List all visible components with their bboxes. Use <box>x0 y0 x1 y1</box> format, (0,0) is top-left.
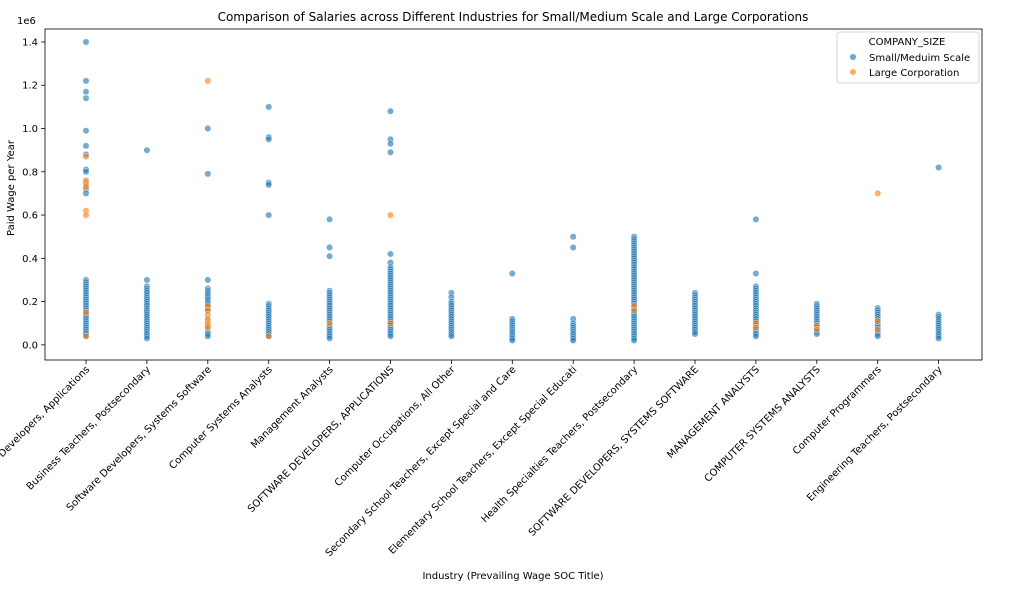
point-series-1-5 <box>82 211 90 219</box>
x-tick-label-3: Computer Systems Analysts <box>167 364 274 471</box>
point-series-0-88 <box>265 135 273 143</box>
point-series-0-5 <box>82 142 90 150</box>
point-series-0-1 <box>82 77 90 85</box>
point-series-0-339 <box>935 164 942 171</box>
x-tick-label-6: Computer Occupations, All Other <box>333 364 458 489</box>
y-offset-label: 1e6 <box>17 16 36 27</box>
x-tick-label-14: Engineering Teachers, Postsecondary <box>805 364 945 504</box>
x-axis: Software Developers, ApplicationsBusines… <box>0 360 945 559</box>
point-series-1-24 <box>752 324 760 331</box>
x-tick-label-12: COMPUTER SYSTEMS ANALYSTS <box>703 364 823 484</box>
point-series-0-8 <box>82 168 90 176</box>
point-series-0-263 <box>630 337 638 344</box>
point-series-0-0 <box>82 38 90 46</box>
point-series-0-68 <box>204 276 212 284</box>
point-series-0-66 <box>204 125 212 132</box>
point-series-0-109 <box>326 244 333 251</box>
point-series-0-338 <box>874 332 882 340</box>
point-series-0-191 <box>508 270 516 277</box>
legend: COMPANY_SIZE Small/Meduim Scale Large Co… <box>836 31 980 84</box>
point-series-0-108 <box>326 215 333 223</box>
point-series-0-3 <box>82 94 90 102</box>
point-series-0-11 <box>82 189 90 197</box>
point-series-0-190 <box>447 332 455 340</box>
chart-title: Comparison of Salaries across Different … <box>218 10 809 24</box>
point-series-1-29 <box>874 326 882 334</box>
legend-label-small-medium: Small/Meduim Scale <box>869 53 970 64</box>
point-series-0-90 <box>265 181 273 189</box>
point-series-1-0 <box>82 153 90 161</box>
point-series-1-27 <box>874 189 882 197</box>
y-tick-label-0: 0.0 <box>22 340 38 351</box>
point-series-0-4 <box>82 127 90 135</box>
x-axis-label: Industry (Prevailing Wage SOC Title) <box>422 571 603 582</box>
plot-frame <box>44 28 983 361</box>
point-series-0-91 <box>265 211 273 219</box>
point-series-1-20 <box>387 319 394 327</box>
point-series-0-351 <box>935 334 942 342</box>
point-series-0-85 <box>204 332 212 340</box>
point-series-0-284 <box>752 215 760 223</box>
points-layer <box>82 38 942 344</box>
point-series-1-8 <box>204 77 212 85</box>
legend-marker-large-corporation <box>849 68 857 76</box>
point-series-0-309 <box>752 332 760 340</box>
point-series-1-18 <box>326 319 333 327</box>
point-series-0-110 <box>326 252 333 260</box>
point-series-1-26 <box>813 326 821 334</box>
point-series-1-28 <box>874 317 882 325</box>
y-tick-label-6: 1.2 <box>22 81 38 92</box>
point-series-1-6 <box>82 308 90 316</box>
point-series-0-285 <box>752 270 760 277</box>
point-series-1-22 <box>630 306 638 314</box>
point-series-0-40 <box>143 276 151 284</box>
point-series-0-133 <box>387 107 394 115</box>
y-tick-label-4: 0.8 <box>22 167 38 178</box>
point-series-1-16 <box>204 324 212 331</box>
y-tick-label-2: 0.4 <box>22 254 38 265</box>
legend-marker-small-medium <box>849 53 857 61</box>
point-series-0-135 <box>387 140 394 148</box>
y-axis: 0.0 0.2 0.4 0.6 0.8 1.0 1.2 1.4 <box>22 37 45 351</box>
y-tick-label-7: 1.4 <box>22 37 38 48</box>
point-series-0-86 <box>265 103 273 111</box>
legend-label-large-corporation: Large Corporation <box>869 68 959 79</box>
x-tick-label-1: Business Teachers, Postsecondary <box>25 364 153 492</box>
point-series-0-137 <box>387 250 394 258</box>
point-series-0-2 <box>82 88 90 96</box>
point-series-0-283 <box>691 330 699 338</box>
y-axis-label: Paid Wage per Year <box>6 139 17 236</box>
point-series-0-39 <box>143 146 151 154</box>
point-series-1-17 <box>265 332 273 340</box>
legend-box <box>836 31 980 84</box>
point-series-1-7 <box>82 332 90 340</box>
point-series-0-65 <box>143 334 151 342</box>
point-series-1-19 <box>387 211 394 219</box>
y-tick-label-3: 0.6 <box>22 211 38 222</box>
point-series-0-203 <box>569 233 577 241</box>
legend-title: COMPANY_SIZE <box>869 37 946 48</box>
point-series-0-202 <box>508 337 516 344</box>
point-series-0-132 <box>326 334 333 342</box>
y-tick-label-1: 0.2 <box>22 297 38 308</box>
y-tick-label-5: 1.0 <box>22 124 38 135</box>
point-series-0-204 <box>569 244 577 251</box>
point-series-1-3 <box>82 183 90 191</box>
point-series-0-214 <box>569 337 577 344</box>
point-series-0-67 <box>204 170 212 178</box>
point-series-0-136 <box>387 148 394 156</box>
point-series-0-171 <box>387 332 394 340</box>
